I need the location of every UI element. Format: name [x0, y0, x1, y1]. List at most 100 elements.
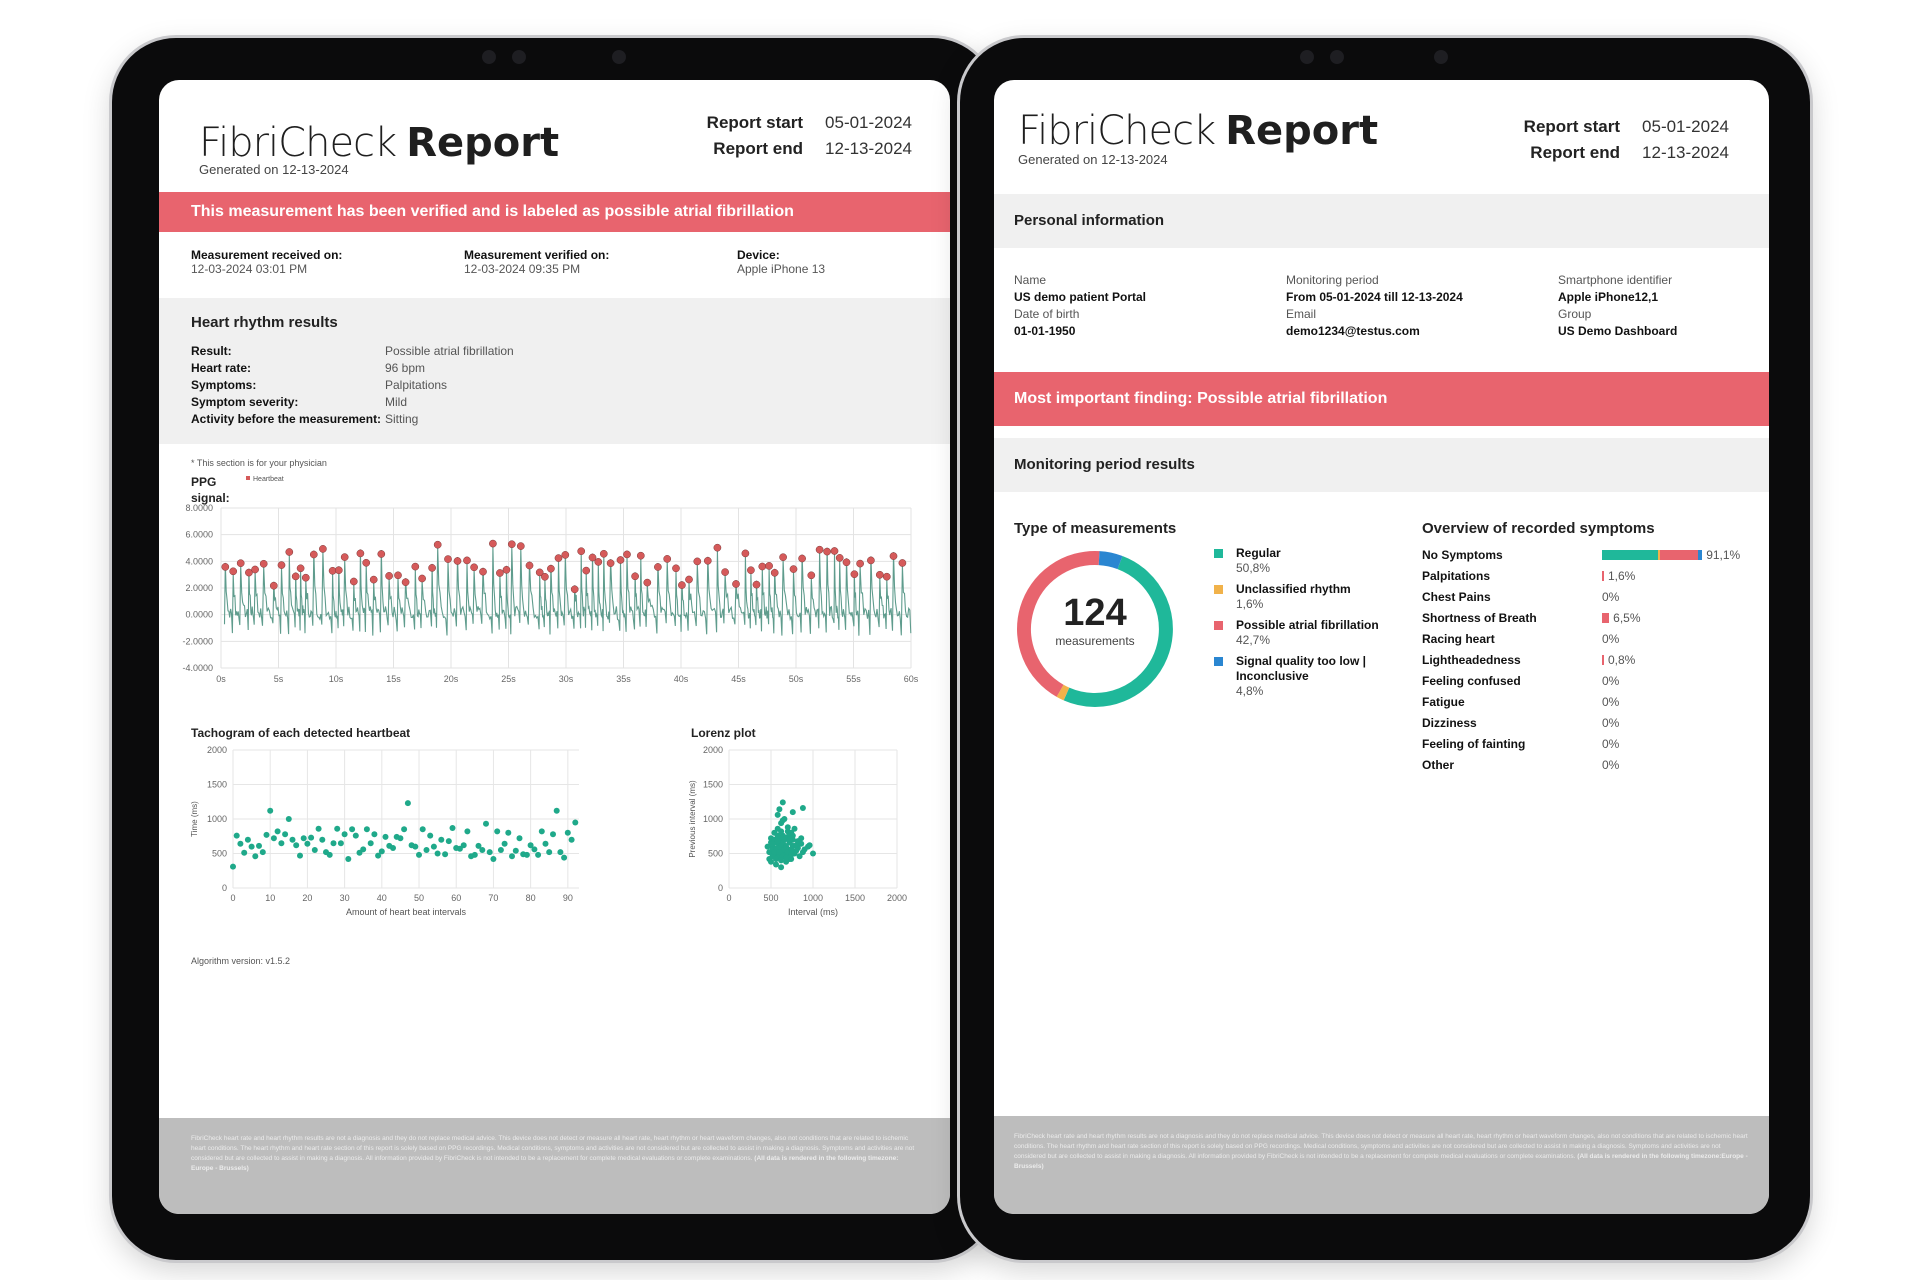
device-label: Device:: [737, 248, 780, 262]
ppg-label-line1: PPG: [191, 475, 217, 489]
lorenz-point: [784, 824, 791, 831]
fibricheck-logo: FibriCheck Report: [1018, 108, 1378, 154]
heartbeat-marker: [741, 549, 750, 558]
tachogram-point: [334, 825, 341, 832]
heartbeat-marker: [663, 555, 672, 563]
disclaimer-footer: FibriCheck heart rate and heart rhythm r…: [159, 1118, 950, 1214]
tacho-x-tick: 80: [526, 893, 536, 903]
lorenz-point: [798, 840, 805, 847]
donut-slice: [1098, 551, 1123, 570]
heartbeat-marker: [259, 559, 268, 568]
left-screen: FibriCheck Report Generated on 12-13-2024…: [159, 80, 950, 1214]
legend-label: Signal quality too low |: [1236, 654, 1367, 668]
heartbeat-marker: [489, 539, 497, 548]
tachogram-point: [397, 835, 404, 842]
ppg-x-tick: 25s: [501, 674, 516, 684]
tachogram-point: [330, 840, 337, 847]
ppg-x-tick: 30s: [559, 674, 574, 684]
heartbeat-marker: [554, 554, 563, 562]
tachogram-point: [564, 829, 571, 836]
symptom-bar-segment: [1698, 550, 1703, 560]
tachogram-point: [445, 838, 452, 845]
heartbeat-marker: [823, 547, 831, 556]
ppg-signal-line: [223, 546, 912, 636]
symptom-bar-segment: [1602, 550, 1658, 560]
received-label: Measurement received on:: [191, 248, 343, 262]
lorenz-y-tick: 0: [718, 883, 723, 893]
rhythm-row-value: Possible atrial fibrillation: [385, 344, 514, 358]
legend-item: Unclassified rhythm 1,6%: [1214, 582, 1414, 612]
camera-dot: [612, 50, 626, 64]
heartbeat-marker: [369, 575, 378, 584]
donut-center: 124 measurements: [1010, 544, 1180, 714]
symptom-row: Other 0%: [1422, 756, 1762, 777]
generated-date: Generated on 12-13-2024: [199, 162, 349, 177]
lorenz-point: [810, 850, 816, 857]
tachogram-point: [538, 828, 545, 835]
heartbeat-marker: [616, 556, 625, 564]
tachogram-point: [230, 863, 236, 870]
report-dates: Report start 05-01-2024 Report end 12-13-2…: [699, 110, 912, 162]
generated-date: Generated on 12-13-2024: [1018, 152, 1168, 167]
lorenz-point: [789, 832, 796, 839]
tachogram-point: [304, 840, 311, 847]
tachogram-point: [483, 820, 489, 827]
lorenz-point: [779, 799, 786, 806]
lorenz-point: [778, 864, 785, 871]
heartbeat-marker: [703, 556, 712, 565]
tachogram-point: [382, 833, 389, 840]
tachogram-point: [259, 849, 266, 856]
tacho-x-tick: 60: [451, 893, 461, 903]
tachogram-point: [535, 851, 542, 858]
verification-banner-text: This measurement has been verified and i…: [191, 203, 794, 220]
heartbeat-marker: [835, 554, 844, 562]
lorenz-point: [801, 846, 808, 853]
lorenz-point: [796, 853, 803, 860]
tachogram-point: [442, 851, 449, 858]
lorenz-point: [786, 836, 793, 843]
tachogram-point: [237, 840, 244, 847]
symptom-row: Palpitations 1,6%: [1422, 567, 1762, 588]
lorenz-y-tick: 500: [708, 849, 723, 859]
heartbeat-marker: [721, 568, 729, 576]
ppg-signal-chart: Heartbeat 8.0000 6.0000 4.0000 2.0000 0.0000 -…: [182, 476, 919, 684]
heartbeat-marker: [319, 545, 327, 553]
received-value: 12-03-2024 03:01 PM: [191, 262, 308, 276]
rhythm-row-label: Symptoms:: [191, 378, 257, 392]
rhythm-row: Symptom severity: Mild: [191, 395, 911, 412]
symptoms-list: No Symptoms 91,1% Palpitations 1,6% Chest Pa…: [1422, 546, 1762, 777]
heartbeat-marker: [577, 547, 586, 556]
tacho-x-label: Amount of heart beat intervals: [346, 907, 467, 917]
tachogram-point: [553, 807, 560, 814]
ppg-y-tick: 8.0000: [185, 503, 213, 513]
logo-brand: FibriCheck: [1018, 108, 1216, 154]
lorenz-point: [791, 825, 798, 832]
lorenz-point: [799, 805, 806, 811]
ppg-x-tick: 15s: [386, 674, 401, 684]
report-end-label: Report end: [713, 139, 804, 158]
verification-banner: This measurement has been verified and i…: [159, 192, 950, 232]
heartbeat-marker: [631, 572, 639, 581]
tachogram-point: [460, 842, 467, 849]
ppg-y-tick: 6.0000: [185, 530, 213, 540]
legend-label: Possible atrial fibrillation: [1236, 618, 1379, 632]
tachogram-point: [248, 843, 255, 850]
symptom-label: Palpitations: [1422, 569, 1491, 583]
heartbeat-marker: [291, 572, 300, 581]
tachogram-point: [486, 849, 493, 856]
heartbeat-marker: [349, 577, 358, 586]
heartbeat-marker: [732, 580, 740, 588]
ppg-x-tick: 10s: [329, 674, 344, 684]
finding-banner-text: Most important finding: Possible atrial …: [1014, 390, 1388, 407]
heart-rhythm-results: Heart rhythm results Result: Possible atr…: [159, 298, 950, 444]
heartbeat-marker: [636, 551, 645, 560]
symptom-percent: 0%: [1602, 758, 1620, 772]
symptom-percent: 1,6%: [1608, 569, 1636, 583]
heartbeat-marker: [889, 552, 898, 560]
personal-info: Name US demo patient Portal Date of birt…: [994, 248, 1769, 372]
heartbeat-marker: [340, 553, 349, 561]
lorenz-point: [778, 828, 785, 835]
camera-dot: [1330, 50, 1344, 64]
ppg-y-tick: -4.0000: [182, 663, 213, 673]
lorenz-point: [779, 817, 786, 824]
